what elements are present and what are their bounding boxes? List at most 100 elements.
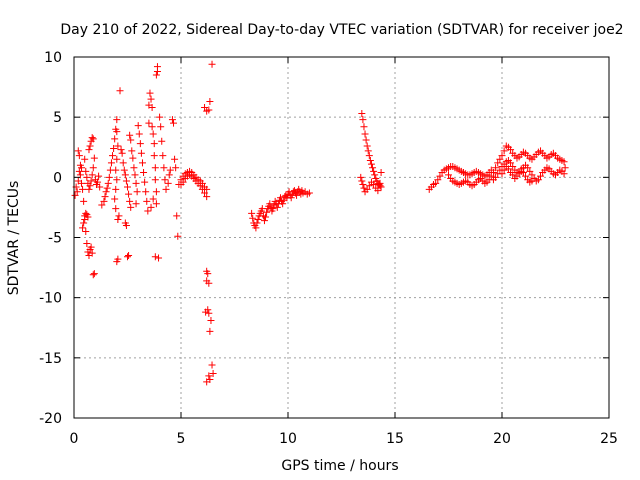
data-point — [305, 189, 313, 197]
data-point — [87, 177, 95, 185]
x-axis-label: GPS time / hours — [281, 458, 398, 474]
data-point — [517, 165, 525, 173]
data-point — [370, 167, 378, 175]
data-point — [150, 140, 158, 148]
data-point — [105, 173, 113, 181]
data-point — [262, 213, 270, 221]
data-point — [364, 147, 372, 155]
data-point — [196, 182, 204, 190]
data-point — [560, 170, 568, 178]
y-tick-label: 0 — [53, 170, 62, 186]
data-point — [208, 60, 216, 68]
data-point — [172, 164, 180, 172]
data-point — [83, 240, 91, 248]
data-point — [528, 171, 536, 179]
data-point — [127, 203, 135, 211]
data-point — [279, 200, 287, 208]
data-point — [366, 156, 374, 164]
data-point — [201, 104, 209, 112]
data-point — [363, 142, 371, 150]
data-point — [203, 193, 211, 201]
data-point — [561, 164, 569, 172]
data-point — [107, 159, 115, 167]
data-point — [126, 131, 134, 139]
data-point — [88, 249, 96, 257]
data-point — [114, 255, 122, 263]
data-point — [151, 176, 159, 184]
data-point — [89, 271, 97, 279]
data-point — [121, 171, 129, 179]
x-tick-label: 5 — [177, 431, 186, 447]
data-point — [127, 136, 135, 144]
data-point — [206, 327, 214, 335]
data-point — [174, 232, 182, 240]
data-point — [81, 155, 89, 163]
data-point — [166, 166, 174, 174]
data-point — [82, 227, 90, 235]
data-point — [141, 178, 149, 186]
data-point — [528, 177, 536, 185]
data-point — [100, 197, 108, 205]
data-point — [155, 254, 163, 262]
data-point — [117, 146, 125, 154]
data-point — [112, 205, 120, 213]
data-point — [132, 179, 140, 187]
data-point — [84, 213, 92, 221]
data-point — [114, 215, 122, 223]
data-point — [500, 147, 508, 155]
data-point — [369, 164, 377, 172]
data-point — [509, 163, 517, 171]
data-point — [159, 152, 167, 160]
data-point — [113, 116, 121, 124]
data-point — [360, 184, 368, 192]
tick-labels: 0 5 10 15 20 25 -20 -15 -10 -5 0 5 10 — [39, 50, 618, 447]
data-point — [75, 167, 83, 175]
data-point — [370, 181, 378, 189]
data-point — [164, 179, 172, 187]
data-point — [144, 207, 152, 215]
data-point — [111, 135, 119, 143]
data-point — [156, 113, 164, 121]
data-point — [254, 215, 262, 223]
data-point — [152, 188, 160, 196]
data-point — [90, 154, 98, 162]
data-point — [111, 195, 119, 203]
data-point — [145, 119, 153, 127]
data-point — [79, 185, 87, 193]
data-point — [120, 166, 128, 174]
data-point — [79, 224, 87, 232]
data-point — [205, 309, 213, 317]
data-point — [198, 185, 206, 193]
data-point — [377, 169, 385, 177]
data-point — [142, 188, 150, 196]
data-point — [128, 147, 136, 155]
data-points — [71, 60, 569, 386]
data-point — [113, 128, 121, 136]
data-point — [86, 182, 94, 190]
x-tick-label: 15 — [386, 431, 404, 447]
grid-lines — [74, 57, 609, 418]
data-point — [507, 159, 515, 167]
data-point — [82, 167, 90, 175]
data-point — [75, 152, 83, 160]
data-point — [153, 63, 161, 71]
data-point — [89, 164, 97, 172]
data-point — [137, 149, 145, 157]
data-point — [83, 173, 91, 181]
data-point — [115, 212, 123, 220]
ticks — [73, 56, 610, 419]
data-point — [131, 171, 139, 179]
data-point — [112, 166, 120, 174]
x-tick-label: 10 — [279, 431, 297, 447]
data-point — [116, 87, 124, 95]
y-tick-label: 10 — [44, 50, 62, 66]
data-point — [103, 184, 111, 192]
data-point — [170, 119, 178, 127]
data-point — [162, 185, 170, 193]
data-point — [537, 172, 545, 180]
data-point — [500, 166, 508, 174]
data-point — [165, 171, 173, 179]
data-point — [118, 149, 126, 157]
data-point — [365, 152, 373, 160]
data-point — [374, 187, 382, 195]
